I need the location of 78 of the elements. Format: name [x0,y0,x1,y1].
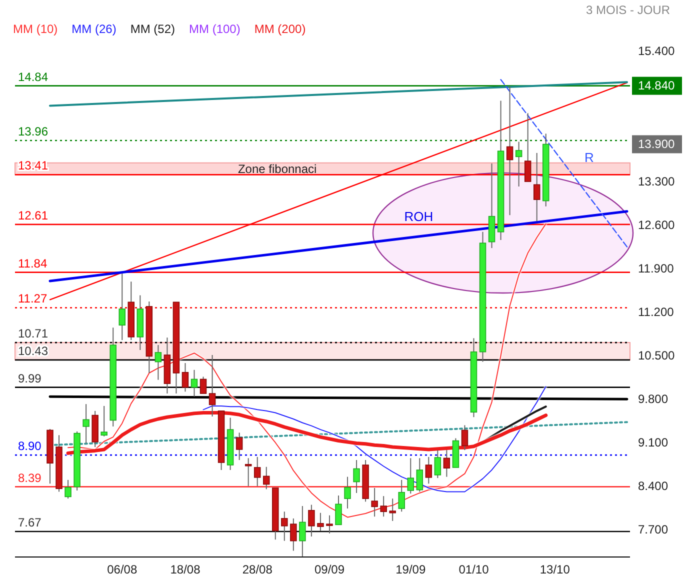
ref-line-label: 11.27 [18,292,48,306]
candlestick [182,362,189,392]
y-tick-label: 15.400 [638,44,676,58]
candlestick [64,479,72,500]
candlestick [371,488,378,518]
candlestick [461,424,468,451]
line-series [202,386,546,492]
x-tick-label: 01/10 [458,562,490,577]
y-tick-label: 9.800 [638,392,668,406]
legend-label: MM (100) [189,22,240,36]
x-tick-label: 13/10 [540,562,570,577]
ref-line-label: 13.96 [18,124,48,139]
candlestick [335,494,342,526]
y-tick-label: 9.100 [638,435,668,450]
candlestick [208,354,216,418]
candlestick [82,404,90,444]
ref-line-label: 11.84 [18,256,48,270]
candlestick [407,458,414,494]
candlestick [380,496,387,518]
line-series [66,411,548,455]
candlestick [244,458,252,487]
candlestick [353,460,360,494]
candlestick [236,432,243,461]
ref-line-label: 10.43 [18,344,48,358]
y-tick-label: 12.600 [638,218,676,232]
candlestick [100,405,108,437]
candlestick [344,476,351,510]
y-tick-label: 8.400 [638,478,668,493]
candlestick [326,514,333,534]
candlestick [299,506,306,557]
y-tick-label: 7.700 [638,522,668,536]
text: MM (200) [254,22,306,36]
candlestick [443,450,450,478]
y-tick-label: 13.300 [638,174,676,188]
ref-line-label: 10.71 [18,326,48,341]
x-tick-label: 18/08 [170,562,201,577]
candlestick [389,498,396,522]
ref-line-label: 12.61 [18,208,48,222]
candlestick [425,456,432,484]
candlestick [308,504,315,537]
text: MM (52) [130,22,176,36]
y-tick-label: 13.900 [638,137,676,152]
series-label: R [584,150,594,165]
chart-subtitle: 3 MOIS - JOUR [586,3,670,17]
candlestick [524,112,532,182]
ref-line-label: 7.67 [18,516,42,530]
x-tick-label: 28/08 [242,562,273,577]
x-tick-label: 19/09 [396,562,426,577]
ref-line-label: 8.39 [18,470,42,485]
text: MM (10) [13,22,58,36]
y-tick-label: 11.900 [638,261,674,276]
candlestick [398,479,405,512]
text: MM (26) [72,22,116,36]
candlestick [154,344,162,380]
candlestick [506,86,514,216]
candlestick [515,141,522,188]
series-label: ROH [404,209,434,224]
candlestick [416,458,424,492]
candlestick [118,273,126,341]
candlestick [200,376,207,394]
candlestick [254,456,261,487]
band-label: Zone fibonnaci [238,162,317,176]
ref-line-label: 13.41 [18,158,48,173]
y-tick-label: 14.840 [638,78,676,93]
x-tick-label: 06/08 [107,562,138,577]
y-tick-label: 10.500 [638,348,676,362]
candlestick [290,518,297,552]
candlestick [190,369,198,398]
ref-line-label: 9.99 [18,371,42,386]
candlestick [533,152,540,222]
candlestick [317,512,324,532]
candlestick [281,511,288,542]
candlestick [263,466,270,490]
y-tick-label: 11.200 [638,304,674,319]
ref-line-label: 8.90 [18,439,42,454]
ref-line-label: 14.84 [18,70,48,84]
x-tick-label: 09/09 [314,562,345,577]
candlestick [434,450,442,479]
